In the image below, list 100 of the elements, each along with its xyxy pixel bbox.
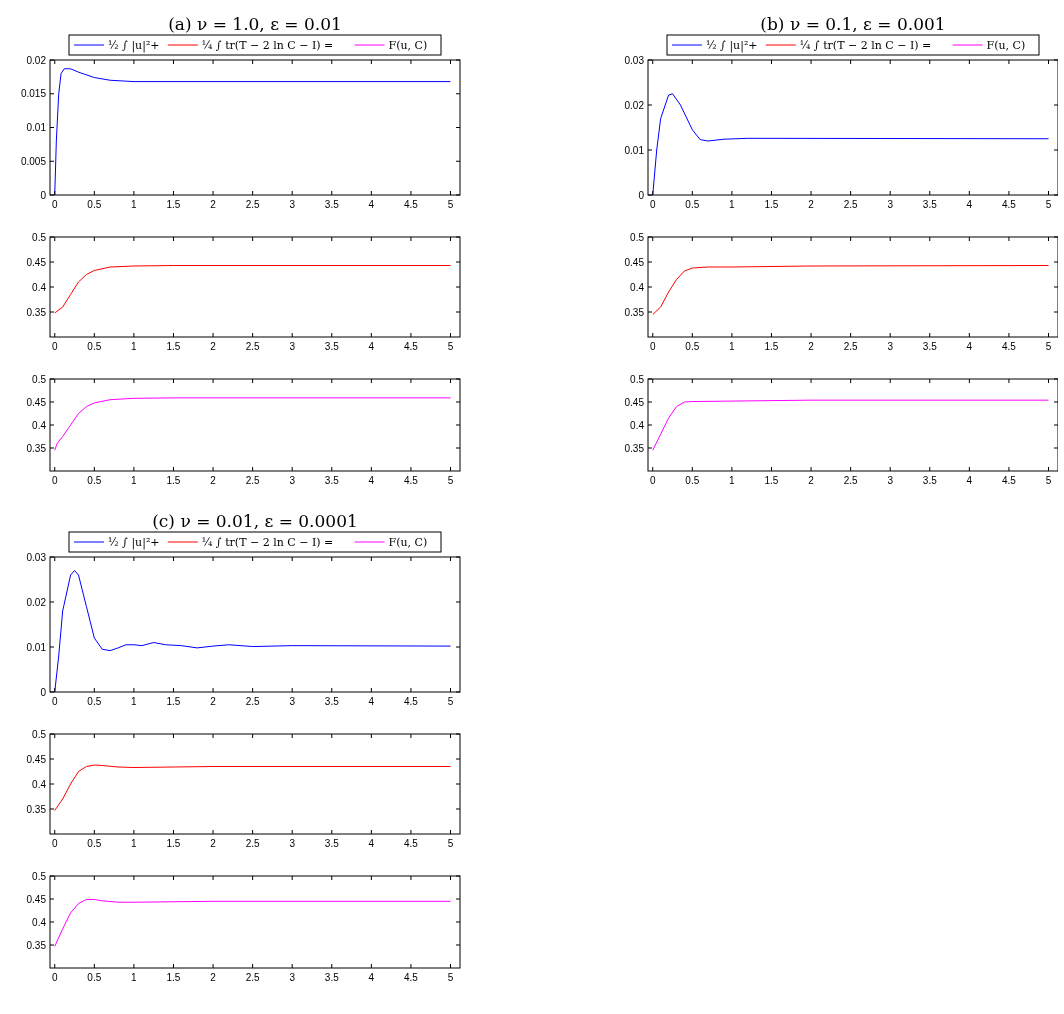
x-tick-label: 4 [368,838,375,849]
x-tick-label: 0.5 [87,341,102,352]
x-tick-label: 5 [447,341,454,352]
x-tick-label: 1.5 [166,475,181,486]
x-tick-label: 4 [368,475,375,486]
y-tick-label: 0.015 [20,88,47,100]
x-tick-label: 4.5 [403,341,419,352]
x-tick-label: 3.5 [324,838,340,849]
y-tick-label: 0 [638,189,645,201]
x-tick-label: 5 [1045,199,1052,210]
x-tick-label: 2.5 [245,972,261,983]
legend-label: ¼ ∫ tr(T − 2 ln C − I) = [201,39,334,52]
x-tick-label: 1 [131,838,138,849]
line-series [652,93,1049,196]
y-tick-label: 0.45 [624,396,645,408]
x-tick-label: 1 [729,341,736,352]
x-tick-label: 3 [289,838,296,849]
y-tick-label: 0.02 [26,596,47,608]
x-tick-label: 0.5 [685,341,700,352]
x-tick-label: 2 [210,972,217,983]
x-tick-label: 0.5 [87,972,102,983]
x-tick-label: 4 [368,341,375,352]
x-tick-label: 3 [289,972,296,983]
x-tick-label: 2 [210,696,217,707]
legend-label: F(u, C) [388,39,428,52]
x-tick-label: 3 [887,341,894,352]
x-tick-label: 2 [210,199,217,210]
x-tick-label: 0.5 [87,838,102,849]
legend-label: ¼ ∫ tr(T − 2 ln C − I) = [799,39,932,52]
x-tick-label: 1.5 [764,341,779,352]
line-series [652,399,1049,451]
y-tick-label: 0.01 [624,144,645,156]
y-tick-label: 0.4 [630,419,645,431]
y-tick-label: 0.35 [26,803,47,815]
line-series [54,397,451,451]
y-tick-label: 0.35 [26,939,47,951]
legend-label: ½ ∫ |u|²+ [108,39,160,53]
x-tick-label: 3.5 [324,972,340,983]
x-tick-label: 1.5 [166,838,181,849]
x-tick-label: 0.5 [685,199,700,210]
x-tick-label: 3 [289,199,296,210]
y-tick-label: 0.4 [32,916,47,928]
y-tick-label: 0.45 [26,893,47,905]
x-tick-label: 1 [131,199,138,210]
line-series [54,898,451,947]
x-tick-label: 0 [649,199,656,210]
line-series [54,764,451,811]
y-tick-label: 0.5 [32,231,47,243]
x-tick-label: 3.5 [922,475,938,486]
x-tick-label: 1.5 [166,199,181,210]
x-tick-label: 1.5 [166,341,181,352]
x-tick-label: 4.5 [1001,475,1017,486]
x-tick-label: 4 [368,972,375,983]
x-tick-label: 3 [289,696,296,707]
x-tick-label: 1 [131,475,138,486]
x-tick-label: 3.5 [922,199,938,210]
x-tick-label: 0 [51,341,58,352]
y-tick-label: 0.02 [26,54,47,66]
y-tick-label: 0.35 [26,442,47,454]
x-tick-label: 1 [729,199,736,210]
x-tick-label: 4 [966,199,973,210]
x-tick-label: 0 [51,838,58,849]
y-tick-label: 0.01 [26,641,47,653]
x-tick-label: 1 [131,341,138,352]
y-tick-label: 0.4 [32,419,47,431]
y-tick-label: 0.45 [26,396,47,408]
y-tick-label: 0.5 [32,373,47,385]
y-tick-label: 0.5 [32,870,47,882]
legend-label: ½ ∫ |u|²+ [706,39,758,53]
x-tick-label: 4 [966,475,973,486]
x-tick-label: 3.5 [922,341,938,352]
x-tick-label: 0 [51,696,58,707]
y-tick-label: 0.4 [32,778,47,790]
y-tick-label: 0.03 [624,54,645,66]
x-tick-label: 0 [51,475,58,486]
x-tick-label: 1.5 [166,696,181,707]
y-tick-label: 0.5 [630,373,645,385]
x-tick-label: 3.5 [324,199,340,210]
x-tick-label: 5 [447,199,454,210]
y-tick-label: 0.45 [624,256,645,268]
x-tick-label: 3 [887,199,894,210]
x-tick-label: 2 [210,838,217,849]
chart-title: (a) ν = 1.0, ε = 0.01 [168,14,342,34]
x-tick-label: 4.5 [1001,199,1017,210]
x-tick-label: 2 [210,475,217,486]
x-tick-label: 3.5 [324,475,340,486]
chart-title: (b) ν = 0.1, ε = 0.001 [760,14,946,34]
x-tick-label: 5 [1045,341,1052,352]
y-tick-label: 0.45 [26,753,47,765]
y-tick-label: 0.35 [26,306,47,318]
chart-title: (c) ν = 0.01, ε = 0.0001 [152,511,358,531]
y-tick-label: 0.4 [630,281,645,293]
x-tick-label: 2 [808,475,815,486]
x-tick-label: 2.5 [843,199,859,210]
x-tick-label: 5 [447,696,454,707]
y-tick-label: 0.35 [624,442,645,454]
legend-label: F(u, C) [388,536,428,549]
line-series [54,265,451,314]
x-tick-label: 3 [289,475,296,486]
y-tick-label: 0 [40,189,47,201]
